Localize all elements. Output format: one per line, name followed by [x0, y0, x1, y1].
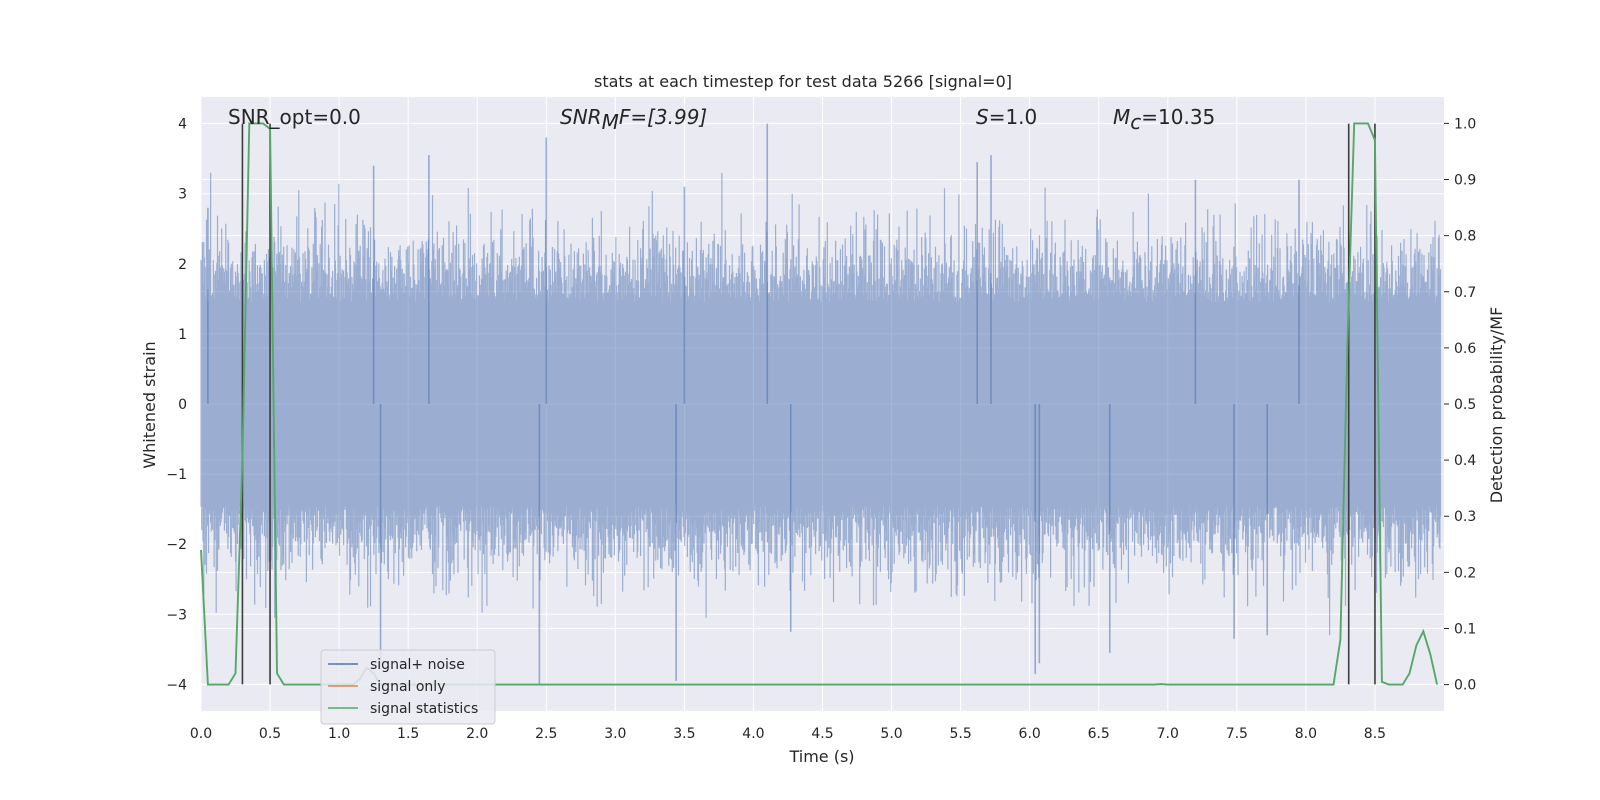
x-tick-label: 8.5	[1364, 726, 1386, 742]
right-y-tick-label: 0.5	[1454, 397, 1476, 413]
s-annotation: S=1.0	[976, 105, 1037, 129]
x-tick-label: 5.0	[880, 726, 902, 742]
x-tick-label: 0.5	[259, 726, 281, 742]
noise-trace	[200, 172, 1442, 636]
y-tick-labels: 4 3 2 1 0 −1 −2 −3 −4	[166, 117, 187, 694]
snr-opt-annotation: SNR_opt=0.0	[228, 105, 361, 129]
y-axis-label: Whitened strain	[140, 341, 159, 468]
right-y-tick-label: 0.7	[1454, 285, 1476, 301]
y-tick-label: 4	[178, 117, 187, 133]
x-tick-label: 2.5	[535, 726, 557, 742]
x-tick-label: 7.0	[1157, 726, 1179, 742]
x-tick-labels: 0.0 0.5 1.0 1.5 2.0 2.5 3.0 3.5 4.0 4.5 5.0 5.5 6.0 6…	[190, 726, 1386, 742]
right-y-tick-label: 0.6	[1454, 341, 1476, 357]
mc-subscript: c	[1130, 110, 1141, 134]
snr-mf-value: F=[3.99]	[619, 105, 707, 129]
mc-value: =10.35	[1141, 105, 1215, 129]
right-y-tick-label: 0.4	[1454, 453, 1476, 469]
x-tick-label: 4.5	[811, 726, 833, 742]
y-tick-label: −2	[166, 537, 187, 553]
right-y-tick-label: 1.0	[1454, 116, 1476, 132]
snr-mf-label: SNR	[560, 105, 602, 129]
x-tick-label: 1.5	[397, 726, 419, 742]
snr-mf-annotation: SNRMF=[3.99]	[560, 105, 707, 134]
legend-box	[320, 649, 496, 725]
x-tick-label: 7.5	[1226, 726, 1248, 742]
x-tick-label: 1.0	[328, 726, 350, 742]
x-tick-label: 3.0	[604, 726, 626, 742]
x-tick-label: 4.0	[742, 726, 764, 742]
mc-label: M	[1113, 105, 1130, 129]
right-y-tick-label: 0.8	[1454, 229, 1476, 245]
legend-label-noise: signal+ noise	[370, 657, 465, 673]
s-label: S	[976, 105, 989, 129]
y-tick-label: −4	[166, 677, 187, 693]
y-tick-label: −3	[166, 607, 187, 623]
right-y-axis-label: Detection probability/MF	[1487, 307, 1506, 504]
noise-series	[200, 123, 1442, 685]
legend: signal+ noise signal only signal statist…	[320, 649, 496, 725]
y-tick-label: 2	[178, 257, 187, 273]
right-y-tick-label: 0.2	[1454, 565, 1476, 581]
x-tick-label: 0.0	[190, 726, 212, 742]
legend-label-signal-only: signal only	[370, 679, 445, 695]
right-y-tick-label: 0.0	[1454, 678, 1476, 694]
x-tick-label: 8.0	[1295, 726, 1317, 742]
y-tick-label: 1	[178, 327, 187, 343]
x-tick-label: 5.5	[949, 726, 971, 742]
x-tick-label: 2.0	[466, 726, 488, 742]
right-y-tick-label: 0.3	[1454, 509, 1476, 525]
chart-title: stats at each timestep for test data 526…	[594, 72, 1012, 91]
x-axis-label: Time (s)	[788, 747, 854, 766]
s-value: =1.0	[989, 105, 1038, 129]
legend-label-statistics: signal statistics	[370, 701, 478, 717]
x-tick-label: 6.0	[1019, 726, 1041, 742]
right-y-tick-labels: 1.0 0.9 0.8 0.7 0.6 0.5 0.4 0.3 0.2 0.1 0.0	[1454, 116, 1476, 693]
y-tick-label: 0	[178, 397, 187, 413]
mc-annotation: Mc=10.35	[1113, 105, 1215, 134]
right-y-tick-label: 0.9	[1454, 173, 1476, 189]
right-y-tick-label: 0.1	[1454, 621, 1476, 637]
x-tick-label: 3.5	[673, 726, 695, 742]
y-tick-label: −1	[166, 467, 187, 483]
y-tick-label: 3	[178, 187, 187, 203]
snr-mf-subscript: M	[602, 110, 619, 134]
x-tick-label: 6.5	[1088, 726, 1110, 742]
